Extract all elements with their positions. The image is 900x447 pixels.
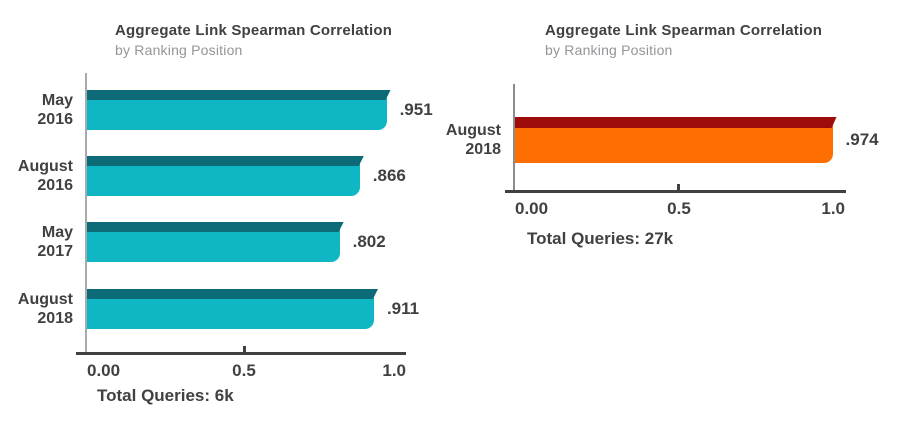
value-label: .866 bbox=[372, 166, 406, 185]
value-label: .974 bbox=[845, 130, 879, 149]
x-axis-line bbox=[76, 352, 406, 355]
bar-may-2016: .951 bbox=[87, 90, 433, 130]
x-tick-label-05: 0.5 bbox=[232, 361, 256, 380]
bar-top-band bbox=[87, 90, 391, 100]
y-axis-line bbox=[85, 73, 87, 352]
chart-subtitle: by Ranking Position bbox=[115, 42, 243, 58]
category-label: August 2016 bbox=[17, 158, 73, 194]
y-axis-line bbox=[513, 84, 515, 191]
bar-may-2017: .802 bbox=[87, 222, 386, 262]
bar-top-band bbox=[87, 222, 344, 232]
x-axis-midtick bbox=[677, 184, 680, 190]
bar-row: August 2018 .911 bbox=[18, 289, 419, 329]
x-tick-label-0: 0.00 bbox=[87, 361, 121, 380]
bar-row: August 2018 .974 bbox=[446, 117, 879, 163]
total-queries-label: Total Queries: 27k bbox=[527, 229, 674, 248]
bar-august-2018: .974 bbox=[515, 117, 879, 163]
category-label: August 2018 bbox=[17, 291, 73, 327]
category-label: May 2017 bbox=[37, 224, 73, 260]
bar-august-2016: .866 bbox=[87, 156, 406, 196]
bar-august-2018: .911 bbox=[87, 289, 419, 329]
value-label: .951 bbox=[399, 100, 433, 119]
x-tick-label-1: 1.0 bbox=[382, 361, 406, 380]
total-queries-label: Total Queries: 6k bbox=[97, 386, 234, 405]
x-tick-label-0: 0.00 bbox=[515, 199, 549, 218]
x-tick-label-1: 1.0 bbox=[821, 199, 845, 218]
chart-subtitle: by Ranking Position bbox=[545, 42, 673, 58]
bar-row: August 2016 .866 bbox=[18, 156, 406, 196]
category-label: August 2018 bbox=[445, 122, 501, 158]
bar-row: May 2017 .802 bbox=[37, 222, 402, 262]
x-axis-line bbox=[505, 190, 846, 193]
chart-title: Aggregate Link Spearman Correlation bbox=[545, 22, 823, 39]
x-tick-label-05: 0.5 bbox=[667, 199, 691, 218]
bar-row: May 2016 .951 bbox=[37, 90, 433, 130]
x-axis-midtick bbox=[243, 346, 246, 352]
value-label: .802 bbox=[352, 232, 386, 251]
bar-top-band bbox=[515, 117, 837, 128]
chart-title: Aggregate Link Spearman Correlation bbox=[115, 22, 393, 39]
category-label: May 2016 bbox=[37, 92, 73, 128]
value-label: .911 bbox=[386, 299, 420, 318]
bar-top-band bbox=[87, 156, 364, 166]
bar-top-band bbox=[87, 289, 378, 299]
